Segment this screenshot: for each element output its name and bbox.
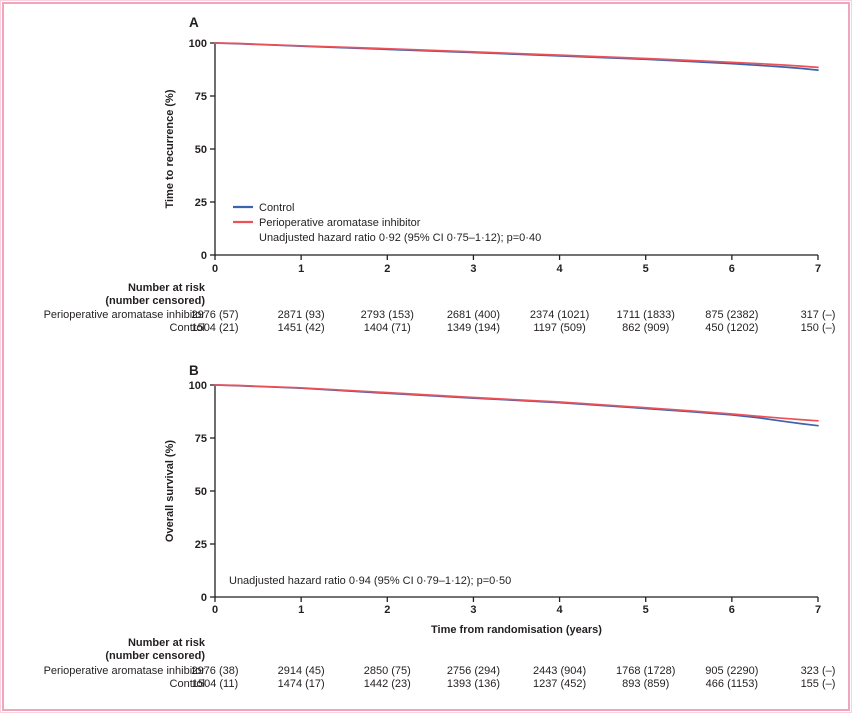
risk-cell: 1237 (452) (533, 678, 586, 690)
risk-cell: 1768 (1728) (616, 665, 675, 677)
risk-row-label: Perioperative aromatase inhibitor (44, 665, 206, 677)
hazard-ratio-annotation: Unadjusted hazard ratio 0·92 (95% CI 0·7… (259, 232, 541, 244)
risk-cell: 2871 (93) (278, 309, 325, 321)
y-tick-label: 75 (195, 91, 207, 103)
series-curve-perioperative-aromatase-inhibitor (214, 384, 819, 422)
y-tick-label: 50 (195, 486, 207, 498)
risk-cell: 2793 (153) (361, 309, 414, 321)
risk-table-header: Number at risk (128, 282, 206, 294)
x-tick-label: 7 (815, 263, 821, 275)
y-axis-label: Overall survival (%) (164, 440, 176, 542)
x-tick-label: 3 (470, 604, 476, 616)
y-axis-label: Time to recurrence (%) (164, 89, 176, 208)
risk-row-label: Perioperative aromatase inhibitor (44, 309, 206, 321)
risk-cell: 893 (859) (622, 678, 669, 690)
x-tick-label: 6 (729, 263, 735, 275)
risk-cell: 323 (–) (801, 665, 836, 677)
x-tick-label: 1 (298, 263, 304, 275)
risk-cell: 1474 (17) (278, 678, 325, 690)
risk-cell: 862 (909) (622, 322, 669, 334)
series-curve-control (214, 42, 819, 71)
risk-cell: 1451 (42) (278, 322, 325, 334)
panel-label-a: A (189, 15, 199, 30)
x-tick-label: 2 (384, 604, 390, 616)
risk-cell: 155 (–) (801, 678, 836, 690)
risk-cell: 2976 (38) (191, 665, 238, 677)
y-tick-label: 0 (201, 592, 207, 604)
x-tick-label: 3 (470, 263, 476, 275)
risk-cell: 150 (–) (801, 322, 836, 334)
risk-cell: 1197 (509) (533, 322, 585, 334)
risk-cell: 1349 (194) (447, 322, 500, 334)
x-tick-label: 6 (729, 604, 735, 616)
x-tick-label: 1 (298, 604, 304, 616)
legend-label: Control (259, 202, 294, 214)
risk-cell: 905 (2290) (705, 665, 758, 677)
risk-row-label: Control (170, 678, 205, 690)
series-curve-perioperative-aromatase-inhibitor (214, 42, 819, 69)
y-tick-label: 0 (201, 250, 207, 262)
x-tick-label: 7 (815, 604, 821, 616)
risk-table-subheader: (number censored) (105, 295, 205, 307)
x-tick-label: 0 (212, 604, 218, 616)
risk-cell: 450 (1202) (705, 322, 758, 334)
risk-cell: 2374 (1021) (530, 309, 589, 321)
x-tick-label: 5 (643, 263, 649, 275)
risk-cell: 2756 (294) (447, 665, 500, 677)
y-tick-label: 100 (189, 380, 207, 392)
x-axis-label: Time from randomisation (years) (431, 624, 602, 636)
risk-table-subheader: (number censored) (105, 650, 205, 662)
y-tick-label: 25 (195, 539, 207, 551)
risk-cell: 1393 (136) (447, 678, 500, 690)
x-tick-label: 2 (384, 263, 390, 275)
risk-cell: 2681 (400) (447, 309, 500, 321)
panel-label-b: B (189, 363, 199, 378)
series-curve-control (214, 384, 819, 427)
y-tick-label: 25 (195, 197, 207, 209)
risk-cell: 2914 (45) (278, 665, 325, 677)
hazard-ratio-annotation: Unadjusted hazard ratio 0·94 (95% CI 0·7… (229, 575, 511, 587)
y-tick-label: 75 (195, 433, 207, 445)
risk-cell: 1404 (71) (364, 322, 411, 334)
x-tick-label: 5 (643, 604, 649, 616)
risk-cell: 875 (2382) (705, 309, 758, 321)
risk-cell: 466 (1153) (706, 678, 758, 690)
risk-cell: 317 (–) (801, 309, 836, 321)
risk-cell: 2443 (904) (533, 665, 586, 677)
risk-cell: 1711 (1833) (616, 309, 675, 321)
risk-cell: 2976 (57) (191, 309, 238, 321)
risk-row-label: Control (170, 322, 205, 334)
x-tick-label: 4 (557, 263, 564, 275)
axes-panel-b (214, 385, 818, 598)
y-tick-label: 100 (189, 38, 207, 50)
risk-cell: 1504 (21) (191, 322, 238, 334)
legend-label: Perioperative aromatase inhibitor (259, 217, 421, 229)
risk-cell: 1504 (11) (192, 678, 238, 690)
risk-cell: 1442 (23) (364, 678, 411, 690)
x-tick-label: 4 (557, 604, 564, 616)
risk-table-header: Number at risk (128, 637, 206, 649)
x-tick-label: 0 (212, 263, 218, 275)
y-tick-label: 50 (195, 144, 207, 156)
risk-cell: 2850 (75) (364, 665, 411, 677)
